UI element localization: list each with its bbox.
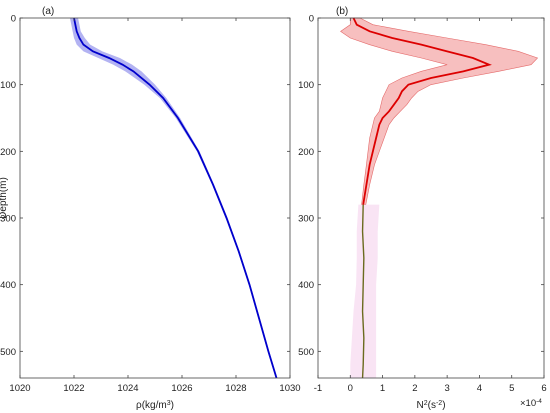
y-tick-label: 200 <box>298 147 314 158</box>
y-tick-label: 100 <box>0 80 16 91</box>
x-tick-label: 1022 <box>63 383 84 394</box>
y-tick-label: 400 <box>298 280 314 291</box>
y-tick-label: 300 <box>298 214 314 225</box>
panel-a-frame <box>19 17 291 379</box>
x-tick-label: 6 <box>541 383 546 394</box>
panel-b: -1 0 1 2 3 4 5 6 0 100 200 300 400 500 (b) N2(s-2) ×1… <box>298 6 547 411</box>
n2-uncertainty-band <box>340 17 539 378</box>
panel-b-ticks: -1 0 1 2 3 4 5 6 0 100 200 300 400 500 <box>298 14 547 395</box>
panel-b-x-axis-label: N2(s-2) <box>416 400 445 412</box>
panel-a-y-axis-label: Depth(m) <box>0 177 9 219</box>
x-tick-label: 1024 <box>117 383 138 394</box>
y-tick-label: 0 <box>309 14 314 25</box>
x-tick-label: 1030 <box>279 383 300 394</box>
y-tick-label: 500 <box>298 347 314 358</box>
panel-a-label: (a) <box>42 6 54 17</box>
x-tick-label: 5 <box>509 383 514 394</box>
panel-b-x-multiplier: ×10-4 <box>520 398 542 410</box>
panel-a-ticks: 1020 1022 1024 1026 1028 1030 0 100 200 300 400 500 <box>0 14 300 395</box>
panel-a-x-axis-label: ρ(kg/m3) <box>136 400 174 412</box>
x-tick-label: 0 <box>348 383 353 394</box>
y-tick-label: 0 <box>11 14 16 25</box>
panel-a: 1020 1022 1024 1026 1028 1030 0 100 200 300 400 500… <box>0 6 301 411</box>
y-tick-label: 200 <box>0 147 16 158</box>
density-series-line <box>73 17 278 379</box>
x-tick-label: 1020 <box>9 383 30 394</box>
x-tick-label: 1 <box>380 383 385 394</box>
panel-b-label: (b) <box>336 6 348 17</box>
n2-profile-line <box>352 17 492 379</box>
density-uncertainty-band <box>69 18 278 378</box>
x-tick-label: 1028 <box>225 383 246 394</box>
density-profile-line <box>73 17 278 379</box>
y-tick-label: 300 <box>0 214 16 225</box>
density-band-area <box>69 18 278 378</box>
x-label-rho: ρ(kg/m <box>136 400 167 411</box>
y-tick-label: 100 <box>298 80 314 91</box>
x-tick-label: -1 <box>314 383 322 394</box>
n2-deep-series-line <box>361 204 365 379</box>
x-tick-label: 1026 <box>171 383 192 394</box>
x-tick-label: 2 <box>412 383 417 394</box>
n2-band-area <box>340 17 539 205</box>
x-tick-label: 3 <box>444 383 449 394</box>
x-tick-label: 4 <box>477 383 482 394</box>
n2-series-line <box>352 17 492 205</box>
n2-deep-band-area <box>350 204 380 378</box>
y-tick-label: 400 <box>0 280 16 291</box>
y-tick-label: 500 <box>0 347 16 358</box>
panel-b-frame <box>317 17 545 379</box>
